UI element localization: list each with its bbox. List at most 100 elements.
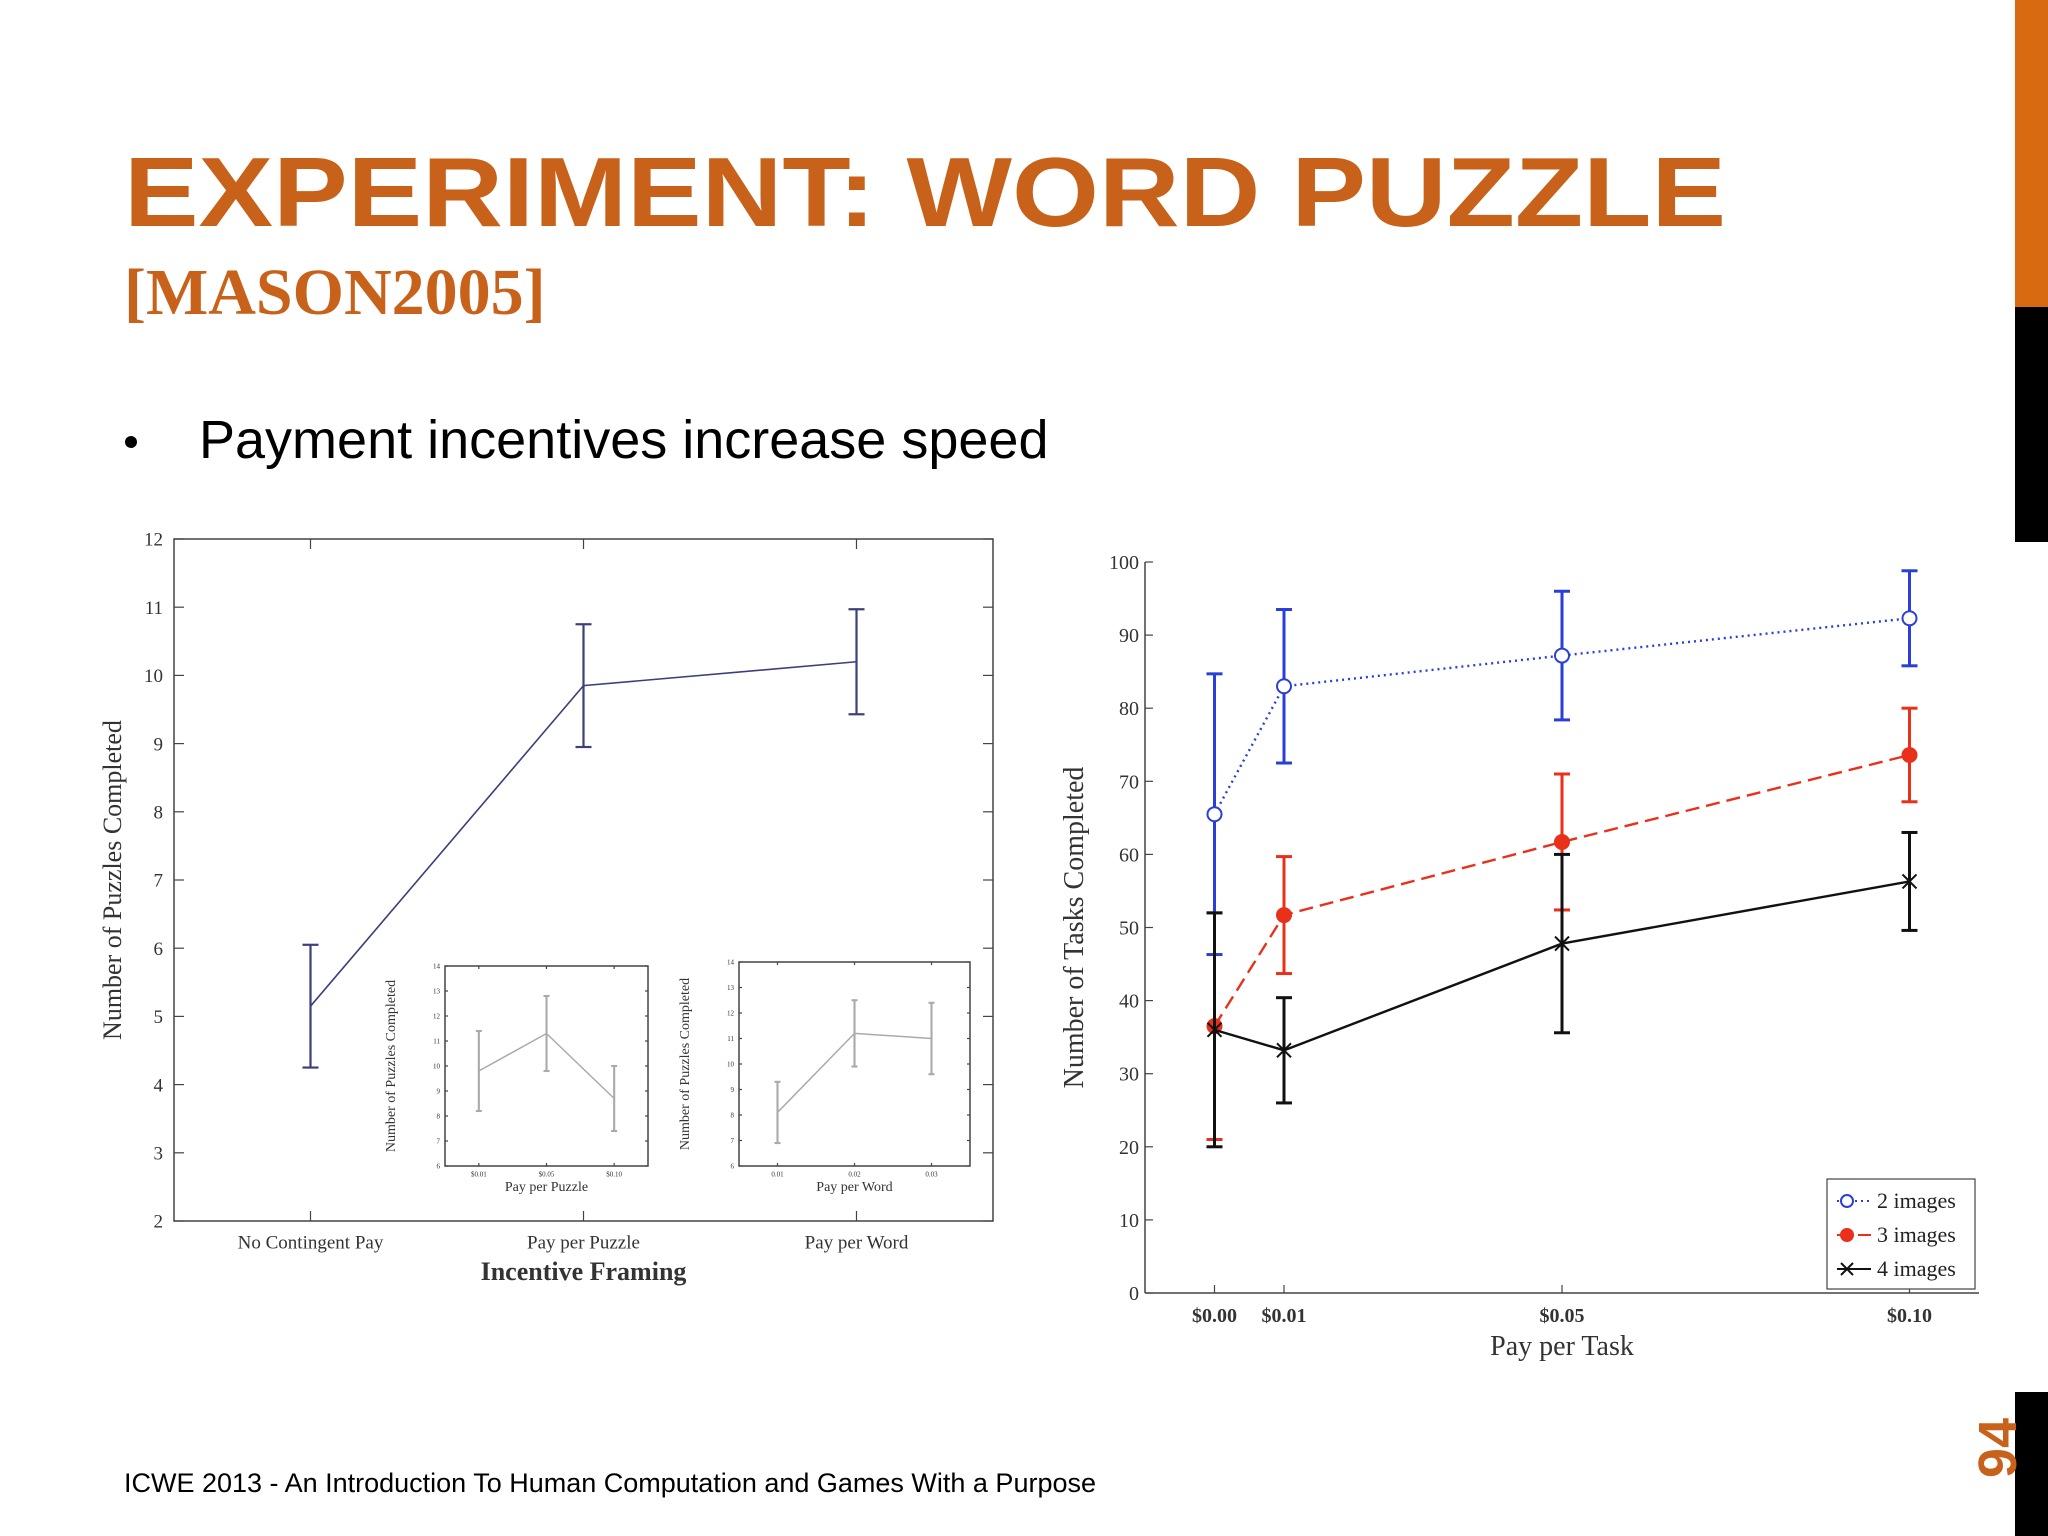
y-tick-label: 7 (731, 1137, 735, 1145)
y-tick-label: 10 (144, 666, 163, 687)
marker (1901, 610, 1918, 627)
y-tick-label: 14 (433, 962, 441, 970)
error-bar (774, 1080, 781, 1145)
x-tick-label: 0.02 (848, 1170, 861, 1178)
marker (1554, 647, 1570, 664)
x-axis-label: Pay per Task (1490, 1331, 1634, 1362)
bullet-text: Payment incentives increase speed (199, 410, 1048, 470)
x-tick-label: $0.05 (539, 1170, 555, 1178)
y-tick-label: 0 (1129, 1283, 1139, 1305)
y-tick-label: 11 (727, 1035, 734, 1043)
y-tick-label: 11 (145, 598, 163, 619)
x-tick-label: Pay per Word (805, 1233, 909, 1254)
y-tick-label: 10 (727, 1060, 735, 1068)
y-axis-label: Number of Tasks Completed (1059, 767, 1090, 1089)
y-axis-label: Number of Puzzles Completed (678, 978, 693, 1150)
marker-stroke (1840, 1262, 1854, 1276)
error-bar (928, 1001, 935, 1076)
legend: 2 images 3 images 4 images (1826, 1178, 1976, 1290)
y-tick-label: 12 (433, 1012, 441, 1020)
series-line (1213, 617, 1910, 815)
y-tick-label: 13 (433, 987, 441, 995)
y-tick-label: 9 (731, 1086, 735, 1094)
chart: 6 7 8 9 10 11 12 13 14 $0.01 $0.05 $0.10 Pay per Puz… (384, 962, 649, 1195)
bullet-dot (125, 436, 137, 448)
x-axis-label: Incentive Framing (481, 1257, 687, 1286)
series-line (1214, 880, 1910, 1052)
y-tick-label: 8 (154, 802, 164, 823)
footer: ICWE 2013 - An Introduction To Human Com… (124, 1468, 1096, 1498)
x-tick-label: $0.01 (471, 1170, 487, 1178)
error-bar (302, 943, 319, 1069)
x-tick-label: $0.10 (1887, 1305, 1932, 1327)
marker (1901, 746, 1918, 763)
marker (1206, 1022, 1223, 1038)
marker (1276, 1042, 1292, 1059)
error-bar (611, 1064, 618, 1133)
legend-label: 3 images (1877, 1222, 1956, 1247)
legend-label: 4 images (1877, 1256, 1956, 1281)
side-bar-black (2015, 307, 2048, 542)
error-bar (575, 623, 592, 749)
y-tick-label: 7 (154, 871, 164, 892)
marker (1840, 1228, 1854, 1242)
marker (1554, 833, 1570, 850)
y-tick-label: 9 (437, 1087, 441, 1095)
y-tick-label: 100 (1109, 552, 1139, 574)
y-tick-label: 90 (1119, 625, 1139, 647)
marker (1840, 1262, 1854, 1276)
y-tick-label: 10 (433, 1062, 441, 1070)
marker-stroke (1276, 1042, 1292, 1059)
marker-stroke (1901, 873, 1918, 890)
side-bar-orange (2015, 0, 2048, 307)
x-tick-label: $0.01 (1262, 1305, 1307, 1327)
y-tick-label: 3 (154, 1143, 164, 1164)
y-tick-label: 12 (727, 1009, 735, 1017)
y-tick-label: 7 (437, 1137, 441, 1145)
marker-stroke (1206, 1022, 1223, 1038)
y-tick-label: 8 (731, 1111, 735, 1119)
y-tick-label: 70 (1119, 771, 1139, 793)
y-tick-label: 60 (1119, 844, 1139, 866)
page-number: 94 (1968, 1418, 2028, 1478)
y-tick-label: 40 (1119, 991, 1139, 1013)
x-axis-label: Pay per Puzzle (505, 1180, 588, 1195)
error-bar (848, 608, 865, 716)
y-tick-label: 14 (727, 958, 735, 966)
y-tick-label: 13 (727, 984, 735, 992)
slide-title: EXPERIMENT: WORD PUZZLE (124, 137, 1726, 247)
side-bar-black-bottom (2015, 1392, 2048, 1536)
x-tick-label: $0.05 (1540, 1305, 1585, 1327)
x-tick-label: 0.01 (771, 1170, 784, 1178)
y-tick-label: 6 (154, 939, 164, 960)
x-tick-label: No Contingent Pay (238, 1233, 384, 1254)
y-axis-label: Number of Puzzles Completed (98, 720, 127, 1040)
marker (1554, 935, 1570, 952)
marker (1840, 1194, 1854, 1208)
y-tick-label: 50 (1119, 918, 1139, 940)
marker (1901, 873, 1918, 890)
marker (1206, 806, 1223, 823)
y-tick-label: 11 (433, 1037, 440, 1045)
x-tick-label: 0.03 (925, 1170, 938, 1178)
y-tick-label: 9 (154, 734, 164, 755)
slide-subtitle: [MASON2005] (124, 256, 546, 329)
x-axis-label: Pay per Word (816, 1180, 892, 1195)
chart: 0 10 20 30 40 50 60 70 80 90 100 $0.00 $0.01 $0.05 $0.… (1059, 552, 1979, 1362)
marker (1276, 678, 1292, 695)
y-tick-label: 10 (1119, 1210, 1139, 1232)
y-tick-label: 8 (437, 1112, 441, 1120)
y-tick-label: 6 (437, 1162, 441, 1170)
y-tick-label: 12 (144, 530, 163, 551)
y-tick-label: 6 (731, 1162, 735, 1170)
marker (1276, 907, 1292, 924)
y-axis-label: Number of Puzzles Completed (384, 980, 399, 1152)
x-tick-label: $0.00 (1192, 1305, 1237, 1327)
y-tick-label: 20 (1119, 1137, 1139, 1159)
error-bar (475, 1029, 482, 1113)
y-tick-label: 30 (1119, 1064, 1139, 1086)
legend-label: 2 images (1877, 1188, 1956, 1213)
x-tick-label: $0.10 (606, 1170, 622, 1178)
x-tick-label: Pay per Puzzle (527, 1233, 640, 1254)
